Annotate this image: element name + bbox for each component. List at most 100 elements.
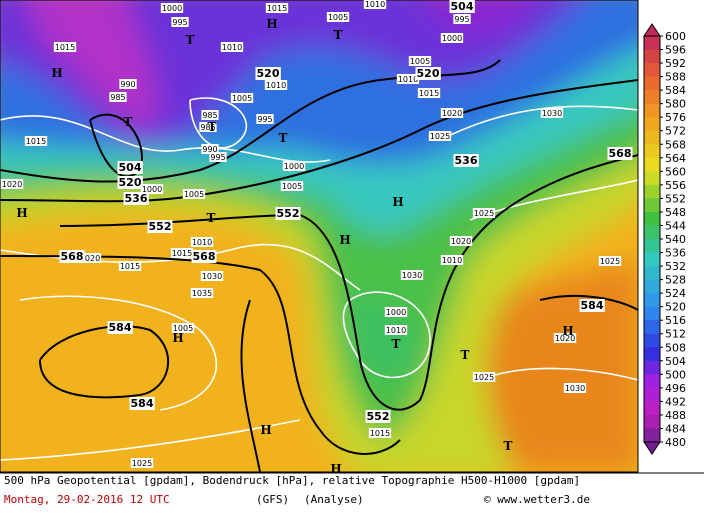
pressure-label-box <box>384 325 408 335</box>
colorbar-swatch <box>644 184 660 199</box>
pressure-label: 1025 <box>132 459 152 468</box>
pressure-label: 1005 <box>184 190 204 199</box>
pressure-label: 1000 <box>442 34 462 43</box>
colorbar-arrow-top <box>643 23 661 37</box>
pressure-label: 1025 <box>474 209 494 218</box>
pressure-label-box <box>220 42 244 52</box>
pressure-label: 995 <box>257 115 272 124</box>
colorbar-swatch <box>644 374 660 389</box>
geopotential-label-box <box>117 176 143 189</box>
pressure-center-marker: T <box>504 439 513 453</box>
pressure-label-box <box>598 256 622 266</box>
pressure-label-box <box>282 161 306 171</box>
pressure-label-box <box>280 181 304 191</box>
pressure-label: 1030 <box>402 271 422 280</box>
pressure-label-box <box>449 236 473 246</box>
colorbar-tick-label: 512 <box>665 328 686 341</box>
pressure-label: 1000 <box>142 185 162 194</box>
pressure-label-box <box>119 79 137 89</box>
pressure-label: 995 <box>210 153 225 162</box>
geopotential-label-box <box>579 299 605 312</box>
pressure-label: 1005 <box>173 324 193 333</box>
colorbar-tick-label: 560 <box>665 165 686 178</box>
colorbar-swatch <box>644 49 660 64</box>
colorbar-swatch <box>644 198 660 213</box>
pressure-label: 1000 <box>386 308 406 317</box>
colorbar-swatch <box>644 387 660 402</box>
pressure-label-box <box>78 253 102 263</box>
colorbar-swatch <box>644 144 660 159</box>
colorbar-tick-label: 548 <box>665 206 686 219</box>
colorbar-swatch <box>644 252 660 267</box>
pressure-label: 1020 <box>442 109 462 118</box>
pressure-label-box <box>209 152 227 162</box>
pressure-label-box <box>563 383 587 393</box>
pressure-center-marker: T <box>334 28 343 42</box>
pressure-label-box <box>417 88 441 98</box>
pressure-label-box <box>160 3 184 13</box>
geopotential-label-box <box>607 147 633 160</box>
colorbar-swatch <box>644 225 660 240</box>
pressure-label-box <box>440 255 464 265</box>
colorbar-tick-label: 596 <box>665 44 686 57</box>
geopotential-label: 520 <box>417 67 440 80</box>
pressure-label: 995 <box>172 18 187 27</box>
geopotential-label-box <box>365 410 391 423</box>
colorbar-swatch <box>644 266 660 281</box>
colorbar-swatch <box>644 414 660 429</box>
pressure-label: 1025 <box>474 373 494 382</box>
pressure-label: 1030 <box>542 109 562 118</box>
geopotential-label: 536 <box>125 192 148 205</box>
map-field <box>0 0 638 472</box>
pressure-label-box <box>118 261 142 271</box>
colorbar-tick-label: 488 <box>665 409 686 422</box>
pressure-label-box <box>182 189 206 199</box>
geopotential-label-box <box>147 220 173 233</box>
geopotential-label: 504 <box>451 0 474 13</box>
colorbar-swatch <box>644 239 660 254</box>
colorbar-tick-label: 564 <box>665 152 686 165</box>
pressure-label: 995 <box>454 15 469 24</box>
colorbar-tick-label: 508 <box>665 341 686 354</box>
pressure-label: 990 <box>202 145 217 154</box>
footer-model: (GFS) <box>256 493 289 506</box>
geopotential-label: 520 <box>257 67 280 80</box>
pressure-center-marker: T <box>208 120 217 134</box>
colorbar-swatch <box>644 401 660 416</box>
pressure-label-box <box>140 184 164 194</box>
colorbar-swatch <box>644 157 660 172</box>
pressure-label-box <box>553 333 577 343</box>
pressure-label-box <box>396 74 420 84</box>
pressure-label: 1020 <box>2 180 22 189</box>
pressure-label: 1035 <box>192 289 212 298</box>
pressure-label-box <box>440 33 464 43</box>
footer-title: 500 hPa Geopotential [gpdam], Bodendruck… <box>4 474 580 487</box>
geopotential-label: 536 <box>455 154 478 167</box>
pressure-label-box <box>201 110 219 120</box>
geopotential-label-box <box>129 397 155 410</box>
pressure-center-marker: H <box>330 462 341 476</box>
pressure-label-box <box>230 93 254 103</box>
pressure-label-box <box>428 131 452 141</box>
geopotential-label-box <box>59 250 85 263</box>
pressure-center-marker: H <box>260 423 271 437</box>
colorbar-tick-label: 532 <box>665 260 686 273</box>
colorbar-swatch <box>644 360 660 375</box>
pressure-label-box <box>265 3 289 13</box>
pressure-center-marker: H <box>562 324 573 338</box>
pressure-label-box <box>256 114 274 124</box>
pressure-label-box <box>171 323 195 333</box>
pressure-center-marker: T <box>207 211 216 225</box>
colorbar-tick-label: 592 <box>665 57 686 70</box>
pressure-label-box <box>384 307 408 317</box>
colorbar-tick-label: 500 <box>665 368 686 381</box>
colorbar-tick-label: 580 <box>665 98 686 111</box>
pressure-label: 985 <box>202 111 217 120</box>
colorbar-tick-label: 568 <box>665 138 686 151</box>
colorbar-swatch <box>644 171 660 186</box>
pressure-label: 1010 <box>398 75 418 84</box>
colorbar-tick-label: 600 <box>665 30 686 43</box>
geopotential-label: 584 <box>109 321 132 334</box>
colorbar-swatch <box>644 76 660 91</box>
